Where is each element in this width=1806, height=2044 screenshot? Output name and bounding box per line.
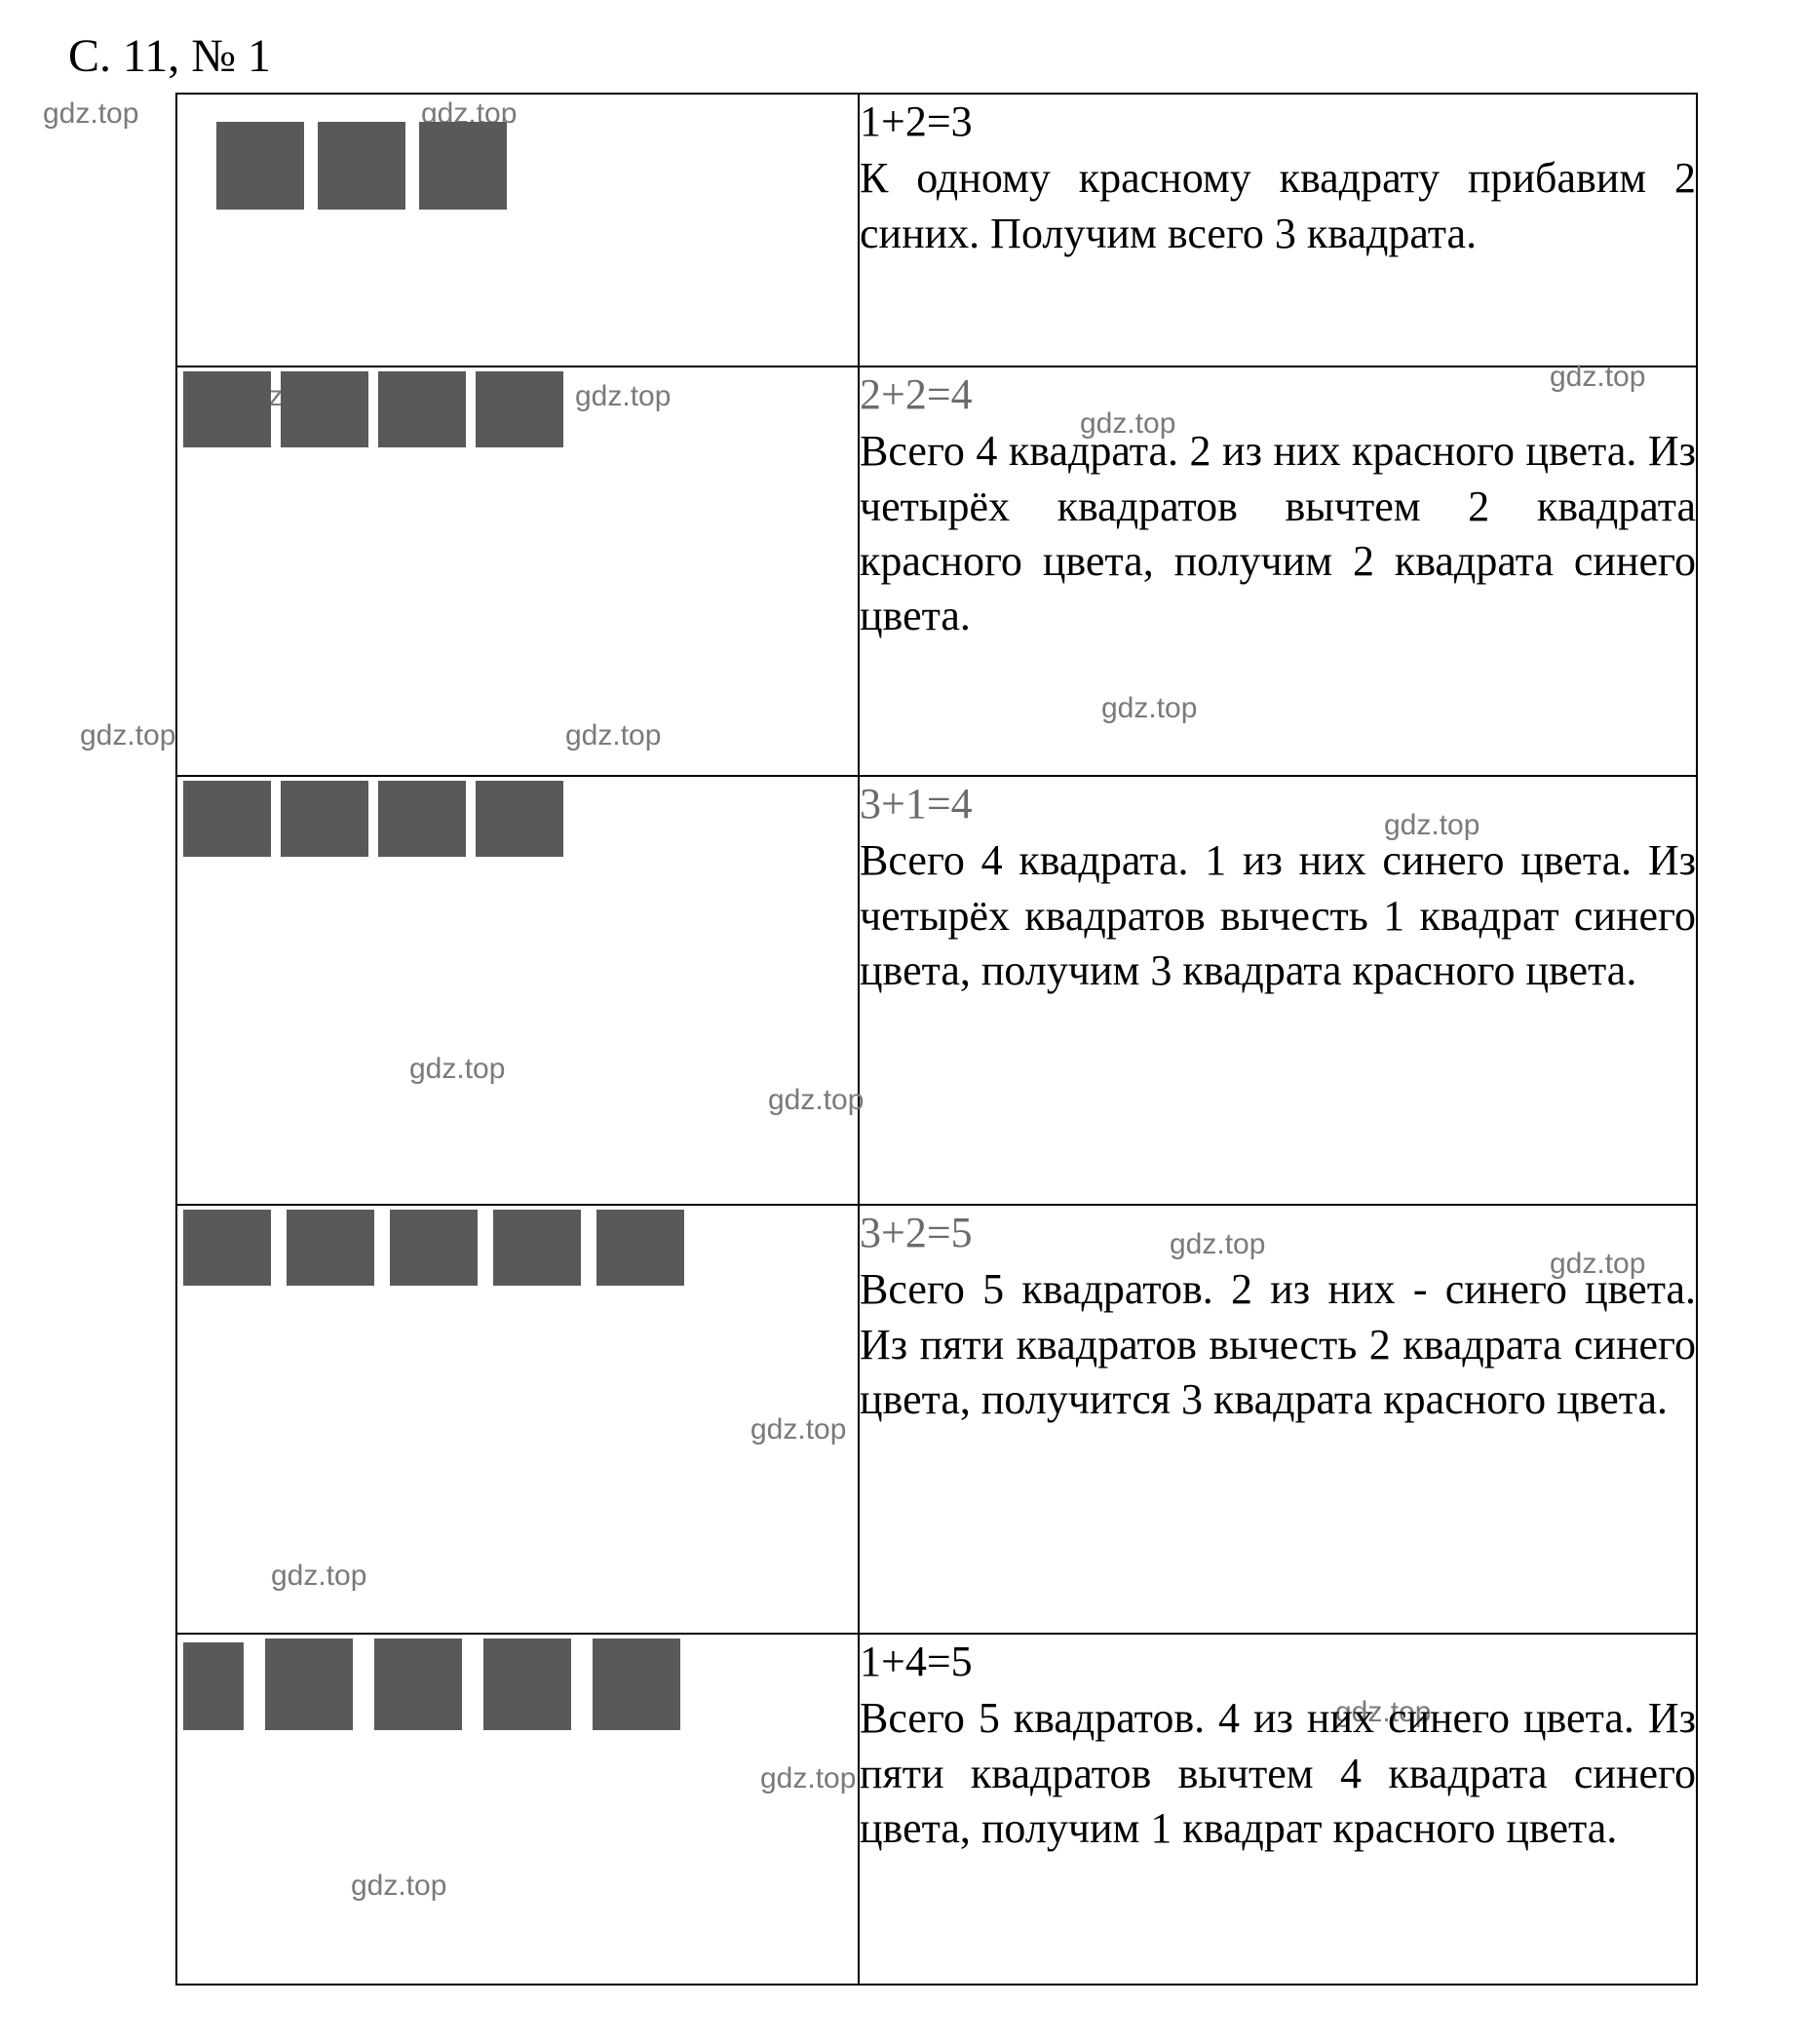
equation: 2+2=4 [860, 367, 1696, 422]
square-icon [378, 781, 466, 857]
square-icon [216, 122, 304, 210]
square-icon [476, 371, 563, 447]
table-row: 3+1=4 Всего 4 квадрата. 1 из них синего … [176, 776, 1697, 1205]
equation: 1+4=5 [860, 1635, 1696, 1689]
square-group [216, 122, 858, 210]
page: С. 11, № 1 gdz.top gdz.top gdz.top gdz.t… [0, 0, 1806, 2044]
description: Всего 5 квадратов. 4 из них синего цвета… [860, 1691, 1696, 1856]
squares-cell [176, 776, 859, 1205]
description: Всего 4 квадрата. 2 из них красного цвет… [860, 424, 1696, 643]
square-icon [374, 1639, 462, 1730]
table-row: 3+2=5 Всего 5 квадратов. 2 из них - сине… [176, 1205, 1697, 1634]
square-icon [183, 781, 271, 857]
square-icon [390, 1210, 478, 1286]
squares-cell [176, 1205, 859, 1634]
square-icon [476, 781, 563, 857]
equation: 3+2=5 [860, 1206, 1696, 1260]
square-group [183, 1639, 858, 1730]
squares-cell [176, 1634, 859, 1985]
text-cell: 3+1=4 Всего 4 квадрата. 1 из них синего … [859, 776, 1697, 1205]
square-icon [183, 371, 271, 447]
text-cell: 1+4=5 Всего 5 квадратов. 4 из них синего… [859, 1634, 1697, 1985]
text-cell: 1+2=3 К одному красному квадрату прибави… [859, 94, 1697, 366]
square-icon [281, 781, 368, 857]
square-icon [183, 1642, 244, 1730]
equation: 1+2=3 [860, 95, 1696, 149]
description: Всего 4 квадрата. 1 из них синего цвета.… [860, 833, 1696, 998]
square-icon [419, 122, 507, 210]
square-group [183, 371, 858, 447]
square-icon [183, 1210, 271, 1286]
watermark: gdz.top [80, 719, 175, 752]
text-cell: 2+2=4 Всего 4 квадрата. 2 из них красног… [859, 366, 1697, 776]
square-icon [281, 371, 368, 447]
squares-cell [176, 94, 859, 366]
watermark: gdz.top [43, 97, 138, 131]
square-icon [483, 1639, 571, 1730]
table-row: 2+2=4 Всего 4 квадрата. 2 из них красног… [176, 366, 1697, 776]
table-row: 1+4=5 Всего 5 квадратов. 4 из них синего… [176, 1634, 1697, 1985]
square-icon [593, 1639, 680, 1730]
equation: 3+1=4 [860, 777, 1696, 831]
description: Всего 5 квадратов. 2 из них - синего цве… [860, 1262, 1696, 1427]
square-icon [318, 122, 405, 210]
table-row: 1+2=3 К одному красному квадрату прибави… [176, 94, 1697, 366]
square-icon [287, 1210, 374, 1286]
square-icon [378, 371, 466, 447]
square-icon [265, 1639, 353, 1730]
square-icon [493, 1210, 581, 1286]
page-title: С. 11, № 1 [68, 29, 1748, 83]
description: К одному красному квадрату прибавим 2 си… [860, 151, 1696, 261]
square-group [183, 781, 858, 857]
text-cell: 3+2=5 Всего 5 квадратов. 2 из них - сине… [859, 1205, 1697, 1634]
square-icon [596, 1210, 684, 1286]
square-group [183, 1210, 858, 1286]
squares-cell [176, 366, 859, 776]
solution-table: 1+2=3 К одному красному квадрату прибави… [175, 93, 1698, 1986]
